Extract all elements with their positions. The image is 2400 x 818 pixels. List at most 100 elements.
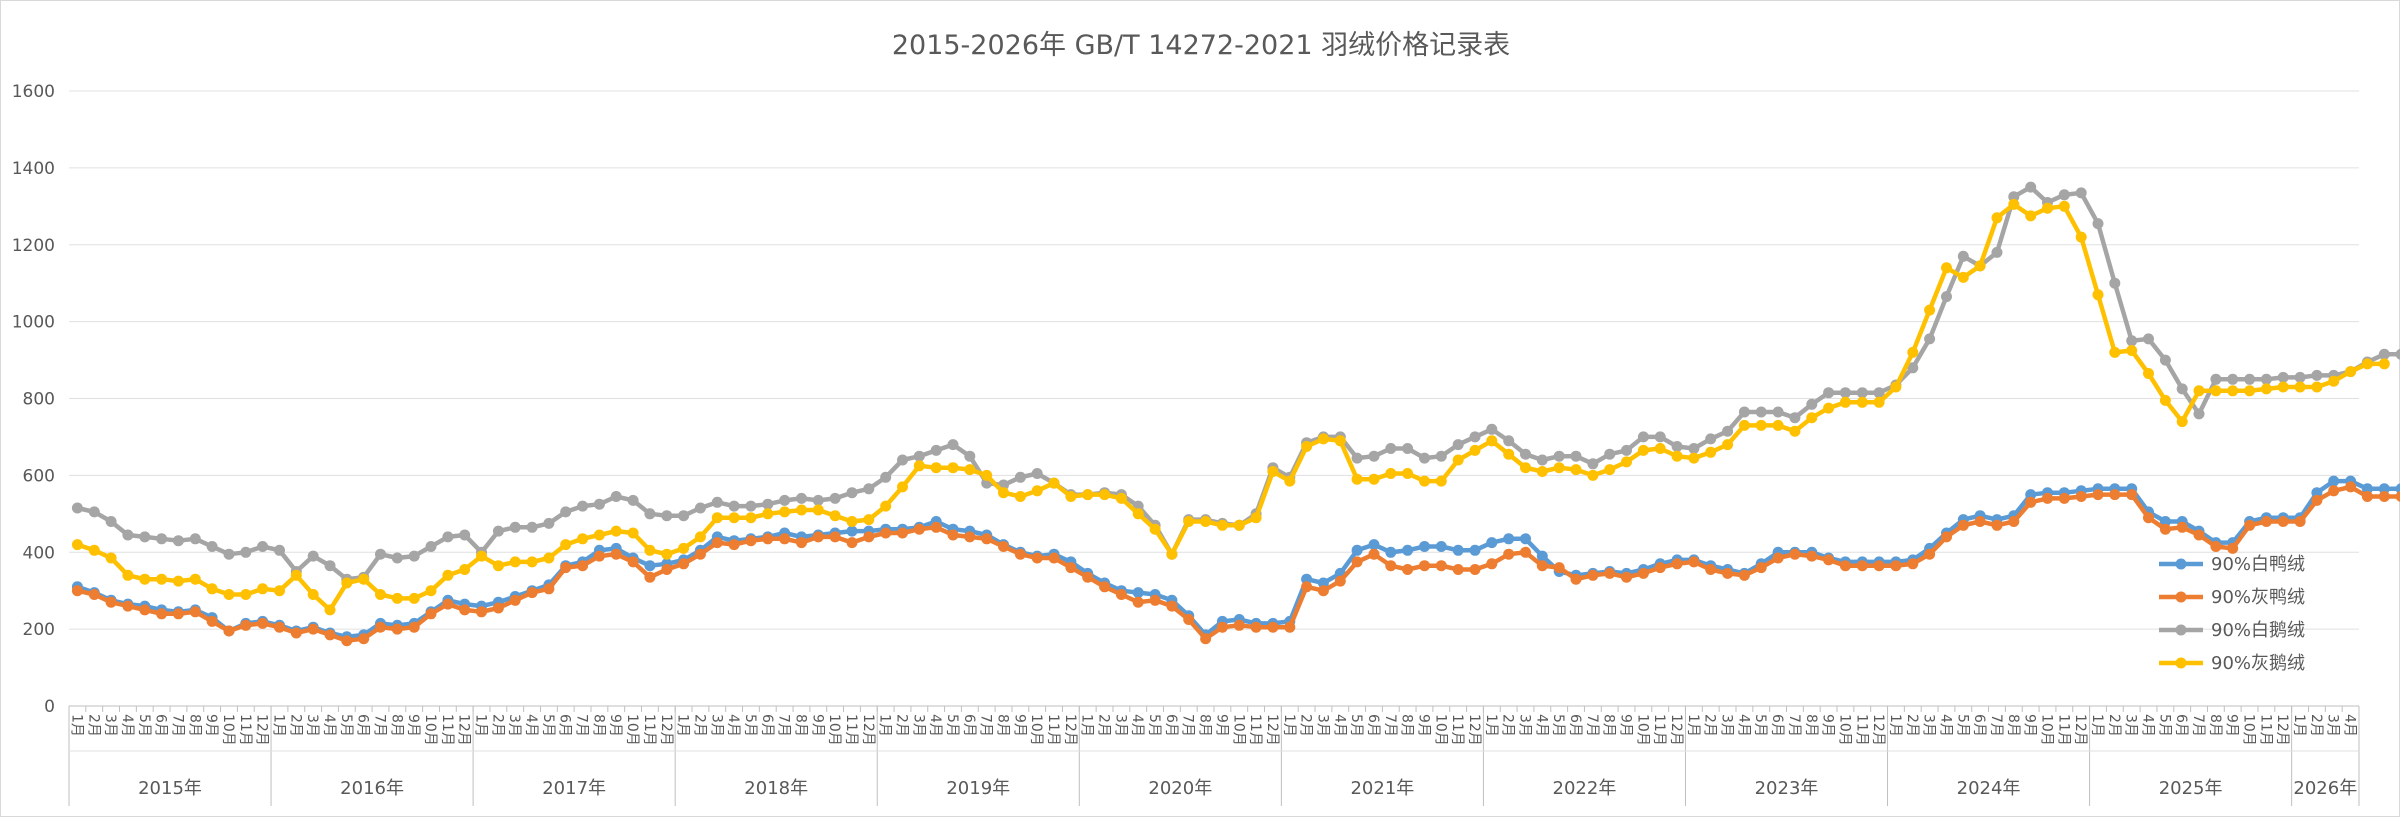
data-point	[1149, 523, 1161, 535]
data-point	[2311, 369, 2323, 381]
data-point	[257, 541, 269, 552]
data-point	[172, 535, 184, 547]
month-tick-label: 11月	[2257, 714, 2273, 746]
data-point	[71, 539, 83, 551]
data-point	[2008, 516, 2020, 527]
data-point	[661, 510, 673, 522]
data-point	[593, 529, 605, 541]
data-point	[1806, 412, 1818, 424]
data-point	[2176, 416, 2188, 428]
data-point	[863, 531, 875, 543]
data-point	[2075, 231, 2087, 243]
data-point	[829, 492, 841, 504]
data-point	[274, 585, 285, 597]
data-point	[1385, 468, 1397, 479]
data-point	[1351, 556, 1363, 568]
data-point	[1469, 431, 1481, 443]
data-point	[1503, 448, 1515, 460]
data-point	[1334, 435, 1346, 447]
data-point	[1941, 262, 1952, 274]
month-tick-label: 7月	[169, 714, 185, 737]
data-point	[2328, 475, 2340, 487]
data-point	[1385, 546, 1397, 558]
data-point	[913, 450, 925, 462]
data-point	[1419, 541, 1430, 552]
data-point	[88, 589, 100, 600]
data-point	[1132, 596, 1144, 608]
data-point	[1402, 468, 1414, 479]
data-point	[593, 550, 605, 562]
data-point	[492, 602, 504, 614]
data-point	[728, 539, 740, 551]
data-point	[1856, 387, 1868, 399]
data-point	[1503, 435, 1515, 447]
data-point	[1671, 441, 1683, 452]
data-point	[1317, 585, 1329, 597]
data-point	[678, 558, 690, 570]
year-label: 2022年	[1553, 778, 1617, 799]
month-tick-label: 2月	[2308, 714, 2324, 737]
data-point	[156, 573, 168, 585]
data-point	[2025, 181, 2037, 193]
data-point	[745, 535, 757, 547]
data-point	[71, 585, 83, 597]
data-point	[1941, 291, 1952, 303]
data-point	[2159, 516, 2171, 527]
data-point	[122, 569, 134, 581]
data-point	[863, 514, 875, 526]
data-point	[678, 510, 690, 522]
data-point	[1317, 577, 1329, 589]
data-point	[1856, 396, 1868, 408]
data-point	[2109, 346, 2121, 358]
data-point	[880, 500, 892, 512]
data-point	[543, 517, 555, 529]
data-point	[1705, 564, 1717, 575]
data-point	[1553, 562, 1565, 574]
data-point	[156, 608, 168, 620]
data-point	[1301, 573, 1313, 585]
month-tick-label: 10月	[1836, 714, 1852, 746]
data-point	[1048, 477, 1060, 489]
year-label: 2015年	[138, 778, 202, 799]
data-point	[880, 527, 892, 539]
data-point	[2395, 348, 2400, 360]
data-point	[846, 487, 858, 499]
data-point	[1604, 567, 1616, 579]
data-point	[408, 550, 420, 562]
data-point	[694, 531, 706, 543]
data-point	[1402, 564, 1414, 575]
data-point	[998, 487, 1009, 499]
legend-swatch-marker	[2175, 624, 2187, 636]
legend-swatch-marker	[2175, 591, 2187, 603]
month-tick-label: 5月	[1550, 714, 1566, 737]
month-tick-label: 12月	[2072, 714, 2088, 746]
data-point	[274, 544, 285, 556]
data-point	[2260, 373, 2272, 385]
data-point	[139, 573, 151, 585]
data-point	[2395, 491, 2400, 502]
data-point	[964, 464, 976, 476]
data-point	[1368, 539, 1380, 551]
data-point	[2008, 198, 2020, 210]
month-tick-label: 6月	[355, 714, 371, 737]
data-point	[1991, 212, 2003, 224]
data-point	[2092, 289, 2104, 301]
data-point	[2361, 358, 2373, 370]
data-point	[1200, 633, 1212, 645]
data-point	[1014, 548, 1026, 560]
data-point	[1435, 560, 1447, 572]
data-point	[1520, 546, 1531, 558]
data-point	[1132, 587, 1144, 599]
data-point	[1284, 475, 1296, 487]
data-point	[1536, 454, 1548, 466]
data-point	[1419, 475, 1430, 487]
month-tick-label: 12月	[456, 714, 472, 746]
data-point	[1957, 519, 1969, 531]
data-point	[1216, 621, 1228, 633]
data-point	[745, 512, 757, 524]
data-point	[1419, 452, 1430, 464]
month-tick-label: 3月	[2123, 714, 2139, 737]
data-point	[1974, 516, 1986, 527]
data-point	[829, 510, 841, 522]
month-tick-label: 5月	[338, 714, 354, 737]
